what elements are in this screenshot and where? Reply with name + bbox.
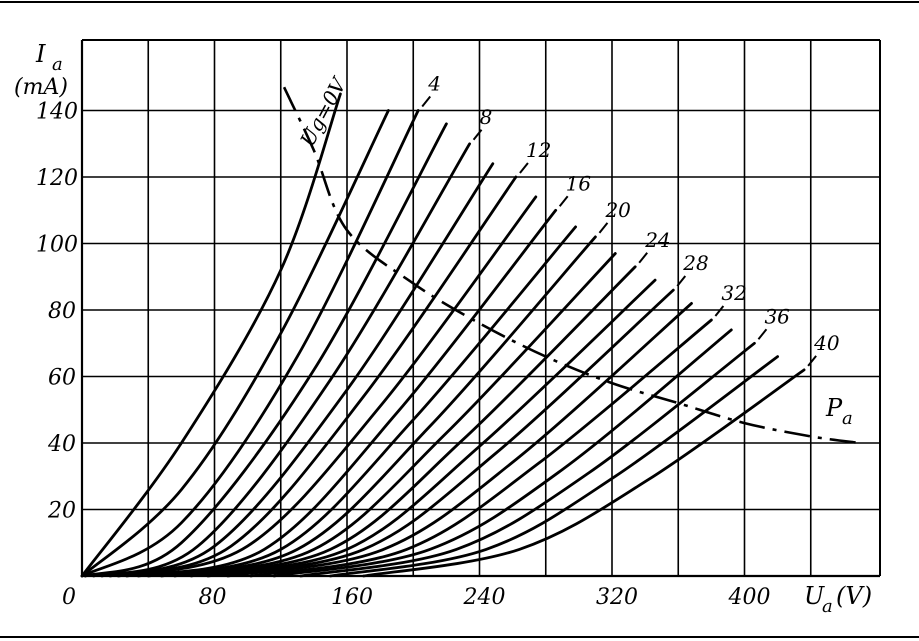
curve-label: 24 [644, 228, 670, 252]
frame-bottom-rule [0, 636, 919, 638]
series-line [108, 175, 518, 578]
series-line [249, 318, 713, 578]
curve-label-leader [519, 162, 529, 174]
x-tick-label: 320 [596, 585, 638, 610]
curve-label: 12 [526, 138, 551, 162]
series-line [92, 142, 471, 578]
plate-dissipation-curve [282, 86, 861, 445]
series-line [80, 109, 390, 578]
x-tick-label: 240 [463, 585, 506, 610]
y-axis-subscript: a [52, 54, 63, 75]
tick-labels: 0 80 160 240 320 400 20 40 60 80 100 120 140 [36, 100, 771, 611]
y-tick-label: 80 [48, 299, 76, 324]
series-line [80, 92, 342, 578]
curve-label: 36 [764, 304, 790, 328]
curve-label-leader [807, 355, 817, 367]
x-axis-title: U a (V) [804, 582, 872, 617]
pa-curve-line [282, 86, 861, 445]
series-line [100, 162, 495, 578]
pa-label-subscript: a [842, 408, 853, 429]
y-tick-label: 20 [47, 499, 76, 524]
curve-label: 16 [566, 171, 592, 195]
x-axis-symbol: U [804, 582, 825, 610]
series-line [272, 328, 733, 578]
series-line [117, 195, 538, 578]
curve-label: 4 [427, 72, 441, 96]
curve-label-leader [558, 195, 569, 207]
series-line [329, 355, 779, 578]
y-tick-label: 140 [36, 100, 78, 125]
series-line [299, 341, 756, 578]
curve-label: 40 [813, 331, 840, 355]
curve-label-leader [676, 275, 687, 287]
series-line [362, 368, 806, 578]
y-tick-label: 120 [36, 166, 78, 191]
series-line [189, 278, 657, 578]
curve-label-leader [757, 328, 768, 340]
x-tick-label: 160 [331, 585, 373, 610]
curve-label: 32 [721, 281, 746, 305]
pa-label-symbol: P [825, 394, 843, 422]
curve-label: 28 [682, 251, 708, 275]
y-tick-label: 40 [47, 432, 76, 457]
curve-label-leader [714, 305, 725, 317]
pa-label: P a [825, 394, 853, 429]
y-axis-symbol: I [35, 40, 46, 68]
series-line [125, 208, 558, 578]
series-line [160, 252, 617, 578]
series-line [173, 265, 637, 578]
x-axis-unit: (V) [836, 582, 872, 610]
y-axis-unit: (mA) [14, 75, 68, 100]
series-line [83, 122, 448, 578]
series-line [80, 109, 420, 578]
y-tick-label: 100 [36, 233, 78, 258]
curve-label-leader [598, 222, 609, 234]
curve-label-leader [638, 252, 648, 264]
curve-label: 20 [604, 198, 631, 222]
x-tick-label: 0 [62, 585, 76, 610]
y-axis-title: I a (mA) [14, 40, 68, 100]
curve-label: 8 [480, 105, 493, 129]
x-tick-label: 80 [199, 585, 227, 610]
series-line [206, 288, 675, 578]
plate-curves [80, 92, 806, 578]
x-axis-subscript: a [822, 596, 833, 617]
curve-label-leader [472, 129, 483, 141]
y-tick-label: 60 [48, 366, 76, 391]
frame-top-rule [0, 1, 919, 3]
curve-label-leader [421, 95, 431, 108]
series-line [226, 302, 693, 578]
x-tick-label: 400 [728, 585, 771, 610]
